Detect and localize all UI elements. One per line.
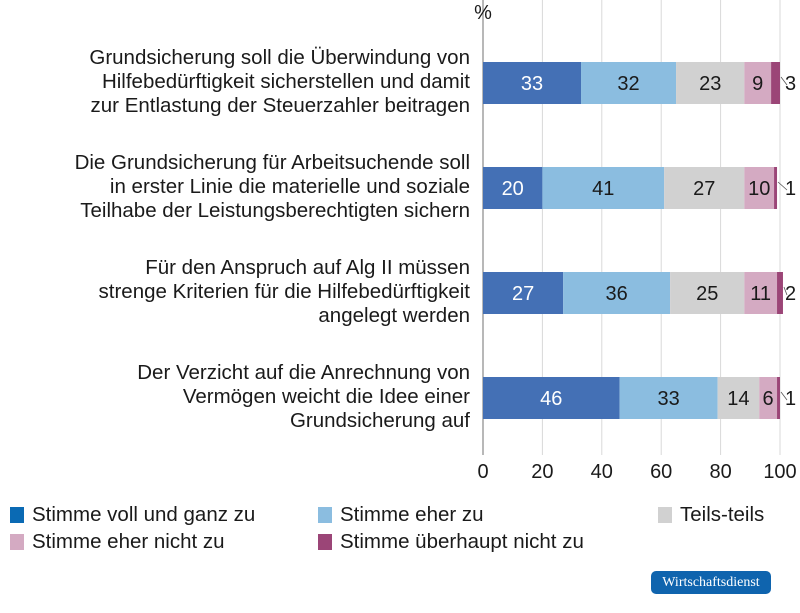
x-tick-label: 80: [709, 461, 731, 483]
category-label-line: in erster Linie die materielle und sozia…: [109, 175, 470, 198]
bar-segment: [717, 377, 760, 419]
legend-swatch: [318, 534, 332, 550]
bar-segment: [542, 167, 665, 209]
legend-swatch: [10, 507, 24, 523]
category-label-line: Vermögen weicht die Idee einer: [182, 385, 470, 408]
data-label: 33: [658, 388, 680, 410]
legend-swatch: [318, 507, 332, 523]
category-label-line: zur Entlastung der Steuerzahler beitrage…: [90, 94, 470, 117]
bar-segment: [670, 272, 745, 314]
data-label: 14: [727, 388, 749, 410]
data-label: 33: [521, 73, 543, 95]
legend-label: Stimme überhaupt nicht zu: [340, 530, 584, 553]
bar-segment: [483, 167, 543, 209]
data-label: 32: [617, 73, 639, 95]
legend-item: Stimme voll und ganz zu: [10, 503, 255, 527]
category-label-line: Der Verzicht auf die Anrechnung von: [137, 361, 470, 384]
category-label: Die Grundsicherung für Arbeitsuchende so…: [0, 151, 470, 223]
bar-segment: [771, 62, 780, 104]
bar-segment: [777, 272, 783, 314]
legend-item: Stimme eher nicht zu: [10, 530, 225, 554]
legend-item: Teils-teils: [658, 503, 764, 527]
category-label-line: Grundsicherung auf: [289, 409, 470, 432]
category-label-line: Die Grundsicherung für Arbeitsuchende so…: [74, 151, 470, 174]
bar-segment: [777, 377, 780, 419]
bar-segment: [759, 377, 778, 419]
bar-segment: [483, 272, 564, 314]
leader-line: [780, 76, 788, 86]
data-label: 10: [748, 178, 770, 200]
data-label: 6: [763, 388, 774, 410]
category-label-line: Hilfebedürftigkeit sicherstellen und dam…: [101, 70, 470, 93]
data-label: 1: [785, 388, 796, 410]
x-tick-label: 100: [763, 461, 796, 483]
x-tick-label: 60: [650, 461, 672, 483]
legend-swatch: [658, 507, 672, 523]
data-label: 25: [696, 283, 718, 305]
legend-label: Stimme eher zu: [340, 503, 484, 526]
category-label-line: Grundsicherung soll die Überwindung von: [89, 46, 470, 69]
data-label: 27: [512, 283, 534, 305]
data-label: 3: [785, 73, 796, 95]
bar-segment: [619, 377, 718, 419]
data-label: 9: [752, 73, 763, 95]
legend-swatch: [10, 534, 24, 550]
data-label: 2: [785, 283, 796, 305]
data-label: 1: [785, 178, 796, 200]
legend-label: Stimme eher nicht zu: [32, 530, 225, 553]
bar-segment: [581, 62, 677, 104]
leader-line: [777, 181, 788, 191]
data-label: 46: [540, 388, 562, 410]
legend-label: Stimme voll und ganz zu: [32, 503, 256, 526]
bar-segment: [774, 167, 778, 209]
data-label: 11: [750, 283, 771, 305]
plot-area: 0 20 40 60 80 100% 33 32 23 9 3 20 41 27 10 1 27 36 25 11 2 4…: [474, 0, 797, 483]
bar-segment: [664, 167, 745, 209]
unit-label: %: [474, 2, 492, 24]
category-label: Grundsicherung soll die Überwindung von H…: [0, 46, 470, 118]
leader-line: [780, 391, 788, 401]
legend-label: Teils-teils: [680, 503, 765, 526]
category-label-line: strenge Kriterien für die Hilfebedürftig…: [98, 280, 470, 303]
bar-segment: [744, 62, 772, 104]
leader-line: [783, 286, 788, 296]
bar-segment: [676, 62, 745, 104]
bar-segment: [483, 62, 582, 104]
wirtschaftsdienst-logo: Wirtschaftsdienst: [651, 571, 771, 594]
category-label: Für den Anspruch auf Alg II müssen streng…: [0, 256, 470, 328]
bar-segment: [483, 377, 620, 419]
category-label-line: angelegt werden: [318, 304, 470, 327]
data-label: 41: [592, 178, 614, 200]
category-label: Der Verzicht auf die Anrechnung von Vermö…: [0, 361, 470, 433]
legend-item: Stimme eher zu: [318, 503, 484, 527]
x-tick-label: 40: [591, 461, 613, 483]
data-label: 36: [606, 283, 628, 305]
x-tick-label: 0: [477, 461, 488, 483]
bar-segment: [563, 272, 671, 314]
legend-item: Stimme überhaupt nicht zu: [318, 530, 584, 554]
bar-segment: [744, 272, 778, 314]
bar-segment: [744, 167, 775, 209]
category-label-line: Teilhabe der Leistungsberechtigten siche…: [80, 199, 470, 222]
category-label-line: Für den Anspruch auf Alg II müssen: [145, 256, 470, 279]
data-label: 20: [502, 178, 524, 200]
data-label: 23: [699, 73, 721, 95]
data-label: 27: [693, 178, 715, 200]
x-tick-label: 20: [531, 461, 553, 483]
